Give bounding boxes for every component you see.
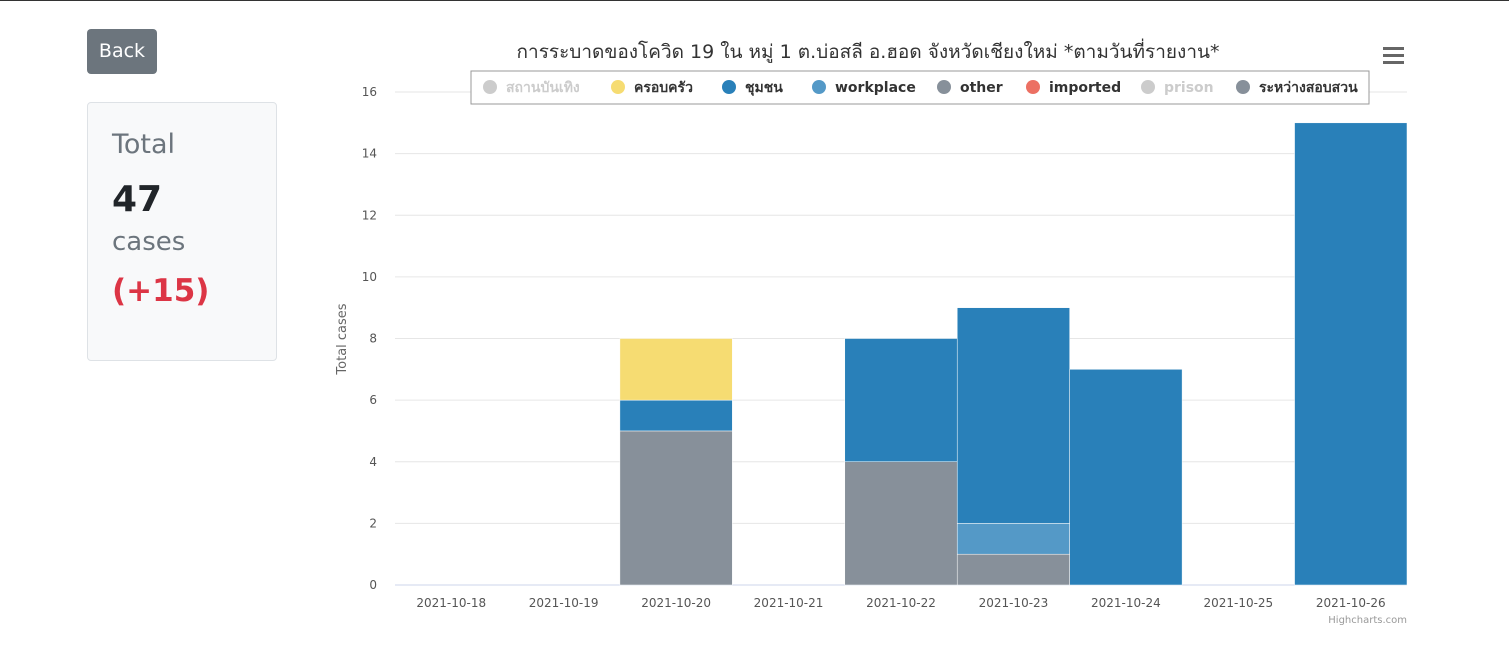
- x-tick-label: 2021-10-18: [416, 596, 486, 610]
- x-tick-label: 2021-10-25: [1203, 596, 1273, 610]
- y-tick-label: 6: [369, 393, 377, 407]
- y-tick-label: 2: [369, 516, 377, 530]
- new-cases-delta: (+15): [112, 273, 210, 309]
- legend-label[interactable]: workplace: [835, 80, 916, 96]
- legend: สถานบันเทิง ครอบครัว ชุมชน workplace other im…: [470, 70, 1370, 105]
- legend-label[interactable]: prison: [1164, 80, 1214, 96]
- x-tick-label: 2021-10-21: [754, 596, 824, 610]
- y-tick-label: 0: [369, 578, 377, 592]
- legend-label[interactable]: ระหว่างสอบสวน: [1259, 80, 1358, 96]
- x-tick-label: 2021-10-19: [529, 596, 599, 610]
- x-tick-label: 2021-10-20: [641, 596, 711, 610]
- bar-segment[interactable]: [844, 338, 958, 462]
- context-menu-button[interactable]: [1380, 42, 1408, 68]
- bar-segment[interactable]: [844, 461, 958, 586]
- legend-item[interactable]: ครอบครัว: [611, 80, 693, 96]
- back-button[interactable]: Back: [87, 29, 157, 74]
- legend-item[interactable]: ชุมชน: [722, 80, 783, 96]
- legend-marker[interactable]: [1026, 80, 1040, 94]
- legend-label[interactable]: other: [960, 80, 1003, 96]
- bar-segment[interactable]: [619, 430, 733, 586]
- legend-item[interactable]: สถานบันเทิง: [483, 80, 580, 96]
- x-tick-label: 2021-10-23: [979, 596, 1049, 610]
- legend-item[interactable]: workplace: [812, 80, 916, 96]
- legend-marker[interactable]: [812, 80, 826, 94]
- y-tick-label: 16: [362, 85, 377, 99]
- total-label: Total: [112, 129, 176, 160]
- y-tick-label: 8: [369, 332, 377, 346]
- y-tick-label: 14: [362, 147, 377, 161]
- legend-box: [470, 70, 1370, 105]
- y-tick-label: 4: [369, 455, 377, 469]
- hamburger-icon-line[interactable]: [1383, 61, 1404, 64]
- legend-marker[interactable]: [937, 80, 951, 94]
- bar-segment[interactable]: [619, 399, 733, 432]
- bar-segment[interactable]: [1069, 369, 1183, 586]
- bar-segment[interactable]: [619, 338, 733, 401]
- legend-item[interactable]: prison: [1141, 80, 1214, 96]
- bar-series: [619, 122, 1408, 586]
- bar-segment[interactable]: [956, 307, 1070, 524]
- chart-title: การระบาดของโควิด 19 ใน หมู่ 1 ต.บ่อสลี อ…: [517, 38, 1220, 63]
- legend-label[interactable]: imported: [1049, 80, 1121, 96]
- legend-marker[interactable]: [1141, 80, 1155, 94]
- total-cases-card: Total 47 cases (+15): [87, 102, 277, 361]
- x-axis-ticks: 2021-10-18 2021-10-19 2021-10-20 2021-10-21…: [416, 596, 1385, 610]
- total-value: 47: [112, 179, 163, 220]
- legend-marker[interactable]: [722, 80, 736, 94]
- y-axis-label: Total cases: [335, 303, 350, 375]
- hamburger-icon[interactable]: [1383, 47, 1404, 50]
- legend-item[interactable]: imported: [1026, 80, 1121, 96]
- y-tick-label: 10: [362, 270, 377, 284]
- y-tick-label: 12: [362, 208, 377, 222]
- bar-segment[interactable]: [1294, 122, 1408, 586]
- legend-item[interactable]: ระหว่างสอบสวน: [1236, 80, 1358, 96]
- legend-label[interactable]: ชุมชน: [745, 80, 783, 96]
- y-axis-ticks: 0 2 4 6 8 10 12 14 16: [362, 85, 377, 592]
- highcharts-credit[interactable]: Highcharts.com: [1328, 615, 1407, 626]
- legend-label[interactable]: ครอบครัว: [634, 80, 693, 96]
- x-tick-label: 2021-10-22: [866, 596, 936, 610]
- legend-marker[interactable]: [483, 80, 497, 94]
- x-tick-label: 2021-10-24: [1091, 596, 1161, 610]
- legend-label[interactable]: สถานบันเทิง: [506, 80, 580, 96]
- cases-unit: cases: [112, 227, 186, 257]
- legend-marker[interactable]: [1236, 80, 1250, 94]
- bar-segment[interactable]: [956, 523, 1070, 555]
- legend-marker[interactable]: [611, 80, 625, 94]
- top-border: [0, 0, 1509, 1]
- x-tick-label: 2021-10-26: [1316, 596, 1386, 610]
- bar-segment[interactable]: [956, 553, 1070, 586]
- legend-item[interactable]: other: [937, 80, 1003, 96]
- hamburger-icon-line[interactable]: [1383, 54, 1404, 57]
